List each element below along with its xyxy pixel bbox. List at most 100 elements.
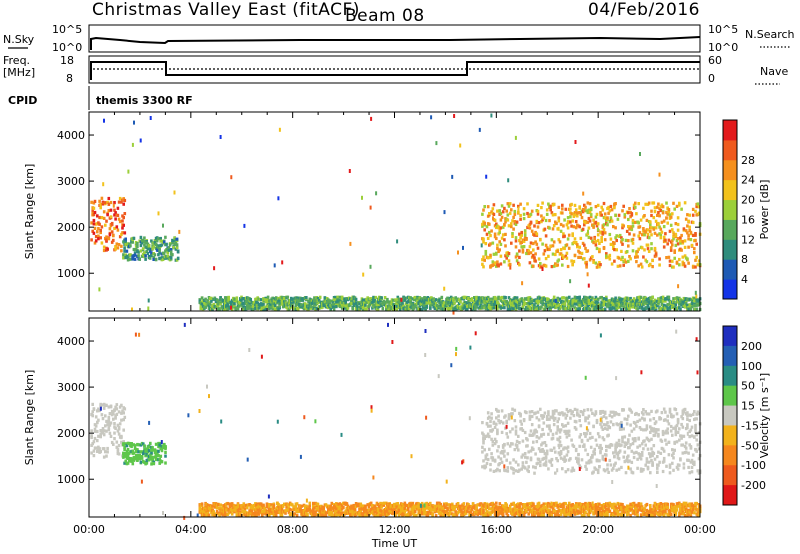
heatmap-cell — [694, 447, 697, 452]
heatmap-cell — [659, 451, 663, 455]
heatmap-cell — [579, 236, 583, 240]
heatmap-cell — [646, 247, 650, 251]
heatmap-cell — [492, 203, 496, 207]
heatmap-cell — [514, 425, 518, 429]
heatmap-cell — [600, 446, 603, 451]
heatmap-cell — [618, 264, 622, 268]
heatmap-cell — [507, 413, 511, 417]
heatmap-cell — [496, 209, 499, 213]
heatmap-cell — [690, 304, 694, 309]
heatmap-cell — [527, 465, 530, 469]
heatmap-cell — [559, 248, 563, 252]
heatmap-cell — [108, 423, 112, 427]
heatmap-cell — [661, 432, 665, 437]
heatmap-cell — [224, 513, 227, 517]
heatmap-cell — [661, 295, 665, 299]
heatmap-cell — [541, 416, 544, 420]
heatmap-cell — [591, 301, 594, 305]
heatmap-cell — [541, 299, 544, 303]
heatmap-cell — [525, 460, 528, 464]
heatmap-cell — [172, 246, 175, 250]
heatmap-cell — [169, 256, 173, 260]
heatmap-cell — [551, 227, 555, 231]
heatmap-cell — [539, 262, 542, 266]
heatmap-cell — [497, 226, 500, 230]
heatmap-cell — [580, 216, 584, 220]
heatmap-cell — [608, 426, 612, 430]
heatmap-cell — [683, 305, 687, 309]
heatmap-cell — [636, 445, 639, 449]
heatmap-cell — [512, 467, 515, 471]
heatmap-cell — [302, 307, 306, 311]
heatmap-cell — [271, 307, 274, 311]
heatmap-cell — [657, 202, 660, 206]
heatmap-cell — [638, 444, 642, 448]
scatter-echo — [597, 227, 599, 232]
heatmap-cell — [513, 419, 517, 423]
heatmap-cell — [486, 256, 490, 260]
heatmap-cell — [687, 465, 690, 469]
heatmap-cell — [650, 437, 653, 441]
heatmap-cell — [621, 209, 624, 213]
heatmap-cell — [564, 470, 568, 474]
heatmap-cell — [366, 296, 369, 300]
heatmap-cell — [507, 296, 511, 300]
heatmap-cell — [658, 460, 661, 464]
heatmap-cell — [535, 232, 539, 236]
heatmap-cell — [379, 299, 382, 303]
heatmap-cell — [301, 513, 305, 518]
heatmap-cell — [294, 506, 298, 510]
heatmap-cell — [557, 216, 561, 220]
heatmap-cell — [500, 236, 504, 240]
heatmap-cell — [696, 469, 700, 473]
heatmap-cell — [221, 298, 225, 302]
heatmap-cell — [344, 299, 347, 303]
heatmap-cell — [566, 431, 570, 435]
heatmap-cell — [558, 240, 562, 244]
heatmap-cell — [587, 298, 591, 302]
heatmap-cell — [557, 258, 561, 262]
heatmap-cell — [330, 299, 334, 303]
heatmap-cell — [439, 307, 442, 311]
heatmap-cell — [261, 510, 264, 514]
heatmap-cell — [596, 203, 600, 207]
heatmap-cell — [126, 448, 130, 452]
heatmap-cell — [649, 262, 652, 266]
heatmap-cell — [653, 210, 657, 214]
heatmap-cell — [116, 423, 120, 427]
heatmap-cell — [555, 221, 558, 226]
heatmap-cell — [507, 259, 511, 263]
scatter-echo — [369, 205, 372, 210]
heatmap-cell — [507, 204, 511, 208]
heatmap-cell — [150, 451, 153, 455]
heatmap-cell — [120, 249, 123, 253]
heatmap-cell — [336, 295, 339, 299]
heatmap-cell — [647, 201, 651, 205]
heatmap-cell — [637, 264, 640, 268]
heatmap-cell — [542, 456, 546, 460]
heatmap-cell — [483, 258, 486, 262]
heatmap-cell — [563, 234, 566, 238]
nave-tick-bottom: 0 — [708, 72, 715, 85]
heatmap-cell — [104, 424, 107, 428]
heatmap-cell — [91, 442, 94, 446]
heatmap-cell — [628, 232, 631, 236]
heatmap-cell — [574, 448, 578, 453]
heatmap-cell — [116, 246, 120, 250]
heatmap-cell — [226, 301, 229, 306]
heatmap-cell — [578, 435, 581, 439]
heatmap-cell — [558, 435, 562, 439]
heatmap-cell — [535, 416, 539, 420]
heatmap-cell — [318, 295, 322, 299]
heatmap-cell — [517, 448, 520, 452]
heatmap-cell — [649, 452, 652, 456]
heatmap-cell — [650, 242, 653, 246]
heatmap-cell — [514, 236, 518, 240]
heatmap-cell — [592, 259, 595, 263]
heatmap-cell — [278, 306, 281, 310]
heatmap-cell — [571, 466, 574, 470]
heatmap-cell — [467, 296, 470, 300]
heatmap-cell — [519, 202, 522, 206]
heatmap-cell — [262, 503, 265, 507]
